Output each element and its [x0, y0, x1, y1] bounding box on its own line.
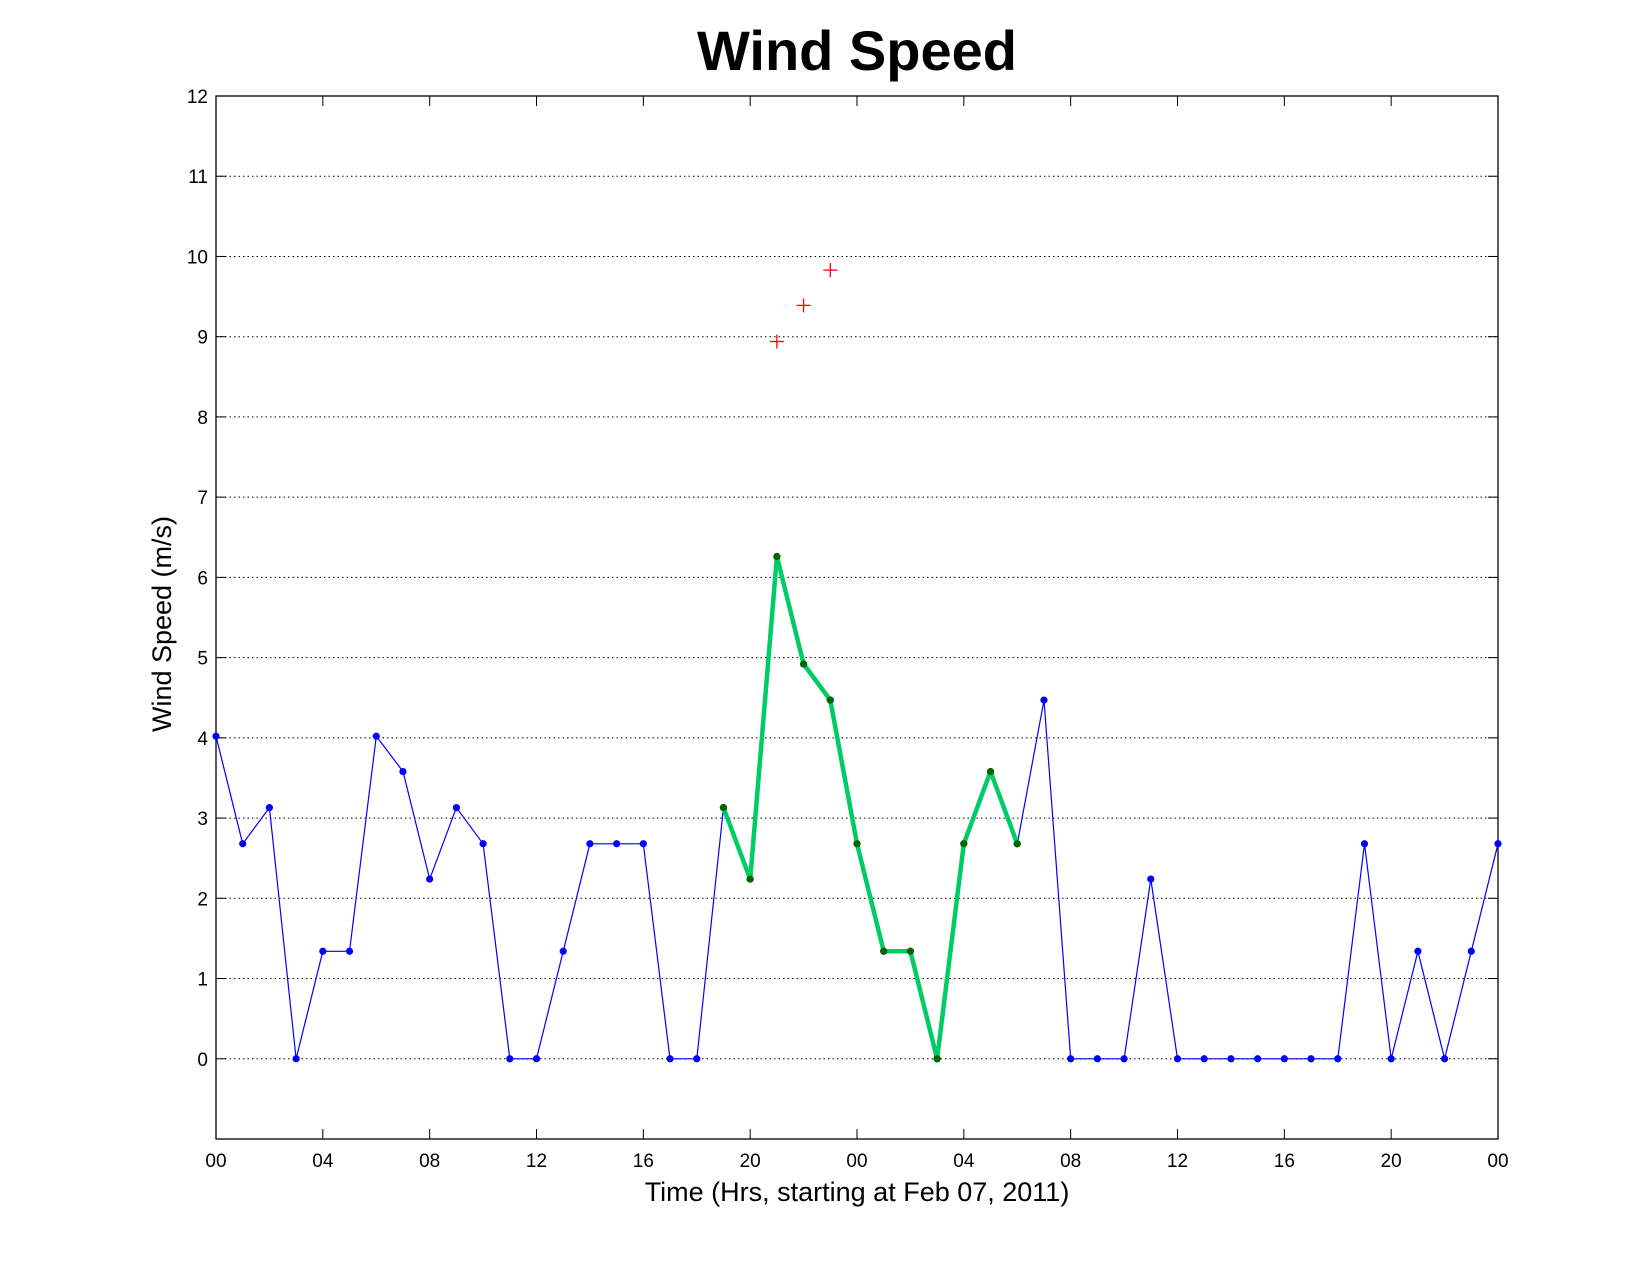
highlighted-point-1: [746, 875, 754, 883]
highlighted-point-5: [853, 840, 861, 848]
y-axis-label: Wind Speed (m/s): [147, 516, 177, 732]
hourly-point-48: [1494, 840, 1502, 848]
series-hourly: [212, 552, 1502, 1063]
hourly-point-17: [666, 1055, 674, 1063]
highlighted-point-11: [1013, 840, 1021, 848]
hourly-point-12: [532, 1055, 541, 1063]
hourly-point-43: [1360, 840, 1369, 848]
highlighted-point-10: [986, 767, 995, 776]
y-tick-label-10: 10: [187, 247, 208, 268]
x-tick-label-5: 20: [740, 1151, 761, 1172]
series-layer: [212, 263, 1502, 1063]
hourly-point-42: [1334, 1055, 1342, 1063]
highlighted-point-9: [960, 840, 968, 848]
x-tick-label-4: 16: [633, 1151, 654, 1172]
hourly-line: [215, 555, 1499, 1060]
highlighted-point-3: [799, 660, 808, 668]
highlighted-point-8: [933, 1055, 941, 1063]
hourly-point-39: [1254, 1055, 1262, 1063]
x-tick-label-6: 00: [846, 1151, 867, 1172]
y-tick-label-11: 11: [188, 167, 208, 188]
y-tick-label-5: 5: [197, 649, 208, 670]
gusts-point-0: [769, 334, 784, 349]
highlighted-point-6: [880, 947, 888, 955]
series-gusts: [769, 263, 838, 349]
x-tick-label-9: 12: [1167, 1151, 1188, 1172]
highlighted-point-4: [826, 696, 834, 704]
x-tick-label-0: 00: [205, 1151, 226, 1172]
hourly-point-1: [239, 840, 247, 848]
hourly-point-46: [1440, 1055, 1449, 1063]
y-tick-label-0: 0: [197, 1050, 208, 1071]
grid-lines: [216, 95, 1498, 1060]
hourly-point-4: [319, 947, 327, 955]
hourly-point-32: [1067, 1055, 1075, 1063]
hourly-point-33: [1093, 1055, 1101, 1063]
hourly-point-6: [372, 732, 380, 740]
x-axis-label: Time (Hrs, starting at Feb 07, 2011): [645, 1177, 1070, 1207]
series-highlighted: [719, 552, 1021, 1063]
hourly-point-5: [345, 947, 354, 955]
highlighted-point-2: [773, 552, 781, 561]
hourly-point-38: [1227, 1055, 1235, 1063]
hourly-point-10: [479, 840, 487, 848]
hourly-point-36: [1173, 1055, 1182, 1063]
y-tick-label-8: 8: [197, 408, 208, 429]
y-tick-label-4: 4: [197, 729, 208, 750]
hourly-point-2: [265, 804, 274, 812]
plot-border: [215, 95, 1499, 1140]
hourly-point-34: [1120, 1055, 1128, 1063]
y-tick-label-7: 7: [197, 488, 208, 509]
highlighted-point-7: [906, 947, 915, 955]
hourly-point-18: [693, 1055, 701, 1063]
hourly-point-41: [1307, 1055, 1315, 1063]
y-tick-label-6: 6: [197, 568, 208, 589]
hourly-point-7: [399, 767, 407, 776]
x-tick-label-2: 08: [419, 1151, 440, 1172]
hourly-point-8: [426, 875, 434, 883]
hourly-point-47: [1467, 947, 1475, 955]
hourly-point-3: [292, 1055, 300, 1063]
hourly-point-9: [452, 804, 460, 812]
x-tick-label-3: 12: [526, 1151, 547, 1172]
y-tick-label-9: 9: [197, 328, 208, 349]
y-tick-label-2: 2: [197, 889, 208, 910]
x-tick-label-11: 20: [1381, 1151, 1402, 1172]
hourly-point-14: [586, 840, 594, 848]
hourly-point-35: [1147, 875, 1155, 883]
hourly-point-15: [613, 840, 621, 848]
x-tick-label-12: 00: [1487, 1151, 1508, 1172]
x-axis: 00 04 08 12 16 20 00 04 08 12 16 20 00: [205, 96, 1509, 1172]
hourly-point-37: [1200, 1055, 1208, 1063]
plot-frame: [215, 95, 1499, 1140]
gusts-point-1: [796, 298, 811, 313]
highlighted-line: [721, 554, 1020, 1062]
y-tick-label-12: 12: [187, 87, 208, 108]
hourly-point-0: [212, 732, 220, 740]
y-tick-label-3: 3: [197, 809, 208, 830]
chart-title: Wind Speed: [697, 19, 1017, 82]
highlighted-point-0: [719, 804, 728, 812]
hourly-point-40: [1280, 1055, 1288, 1063]
hourly-point-45: [1414, 947, 1422, 955]
hourly-point-11: [506, 1055, 514, 1063]
hourly-point-44: [1387, 1055, 1395, 1063]
x-tick-label-8: 08: [1060, 1151, 1081, 1172]
y-tick-label-1: 1: [197, 970, 208, 991]
hourly-point-16: [639, 840, 647, 848]
x-tick-label-1: 04: [312, 1151, 334, 1172]
hourly-point-31: [1040, 696, 1048, 704]
hourly-point-13: [559, 947, 567, 955]
gusts-point-2: [823, 263, 838, 278]
x-tick-label-7: 04: [953, 1151, 975, 1172]
x-tick-label-10: 16: [1274, 1151, 1295, 1172]
